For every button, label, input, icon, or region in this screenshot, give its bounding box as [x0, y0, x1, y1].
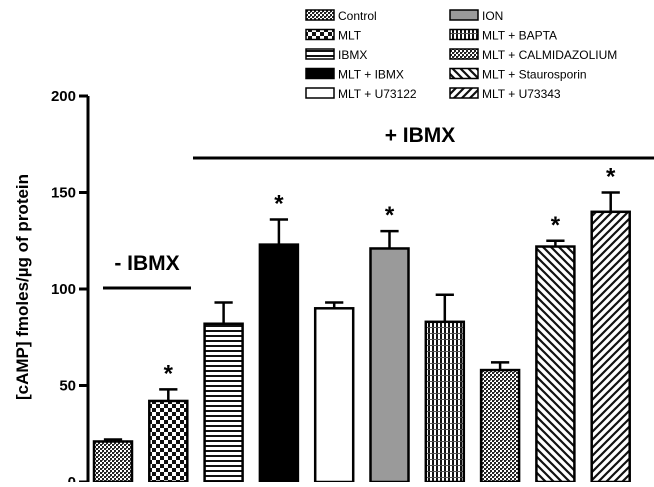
legend-entry-label: MLT	[338, 29, 362, 43]
group-label: + IBMX	[385, 124, 456, 147]
legend-swatch	[449, 28, 479, 41]
bar	[258, 243, 300, 484]
bar	[148, 399, 189, 484]
legend-entry-label: MLT + IBMX	[338, 68, 404, 82]
legend-swatch	[305, 28, 335, 41]
group-label: - IBMX	[114, 252, 179, 275]
bar	[313, 307, 355, 484]
legend-swatch	[305, 87, 335, 99]
bar	[590, 210, 631, 484]
legend-swatch	[449, 67, 479, 80]
significance-star: *	[385, 202, 395, 229]
bars: * * * * *	[92, 164, 631, 484]
legend-swatch	[305, 48, 335, 60]
y-axis-title: [cAMP] fmoles/µg of protein	[13, 174, 32, 400]
legend-entry-label: MLT + Staurosporin	[482, 68, 587, 82]
y-tick-label: 100	[51, 281, 76, 298]
legend-swatch	[305, 9, 335, 21]
legend-entry-label: MLT + U73343	[482, 87, 561, 101]
significance-star: *	[551, 212, 561, 239]
legend-entry-label: ION	[482, 9, 503, 23]
y-tick-label: 0	[68, 474, 76, 482]
legend-entry-label: MLT + CALMIDAZOLIUM	[482, 48, 617, 62]
legend-entry-label: Control	[338, 9, 377, 23]
y-tick-label: 50	[59, 378, 76, 395]
legend-swatch	[449, 48, 479, 60]
group-labels: - IBMX + IBMX	[103, 124, 654, 290]
y-axis: [cAMP] fmoles/µg of protein 0 50 100 150 200	[13, 88, 90, 487]
bar	[479, 368, 521, 484]
legend-swatch	[305, 67, 335, 80]
legend-entry-label: MLT + BAPTA	[482, 29, 557, 43]
bar	[535, 245, 576, 484]
significance-star: *	[274, 191, 284, 218]
significance-star: *	[606, 164, 616, 191]
legend-entry-label: IBMX	[338, 48, 367, 62]
y-tick-label: 150	[51, 185, 76, 202]
legend-entry-label: MLT + U73122	[338, 87, 417, 101]
legend-swatch	[449, 87, 479, 99]
bar	[369, 247, 410, 484]
bar	[203, 322, 244, 484]
legend-swatch	[449, 9, 479, 21]
bar	[92, 440, 134, 484]
y-tick-label: 200	[51, 88, 76, 105]
significance-star: *	[164, 360, 174, 387]
legend: Control ION MLT MLT + BAPTA IBMX MLT + CALMID…	[305, 9, 617, 101]
bar	[424, 320, 466, 484]
